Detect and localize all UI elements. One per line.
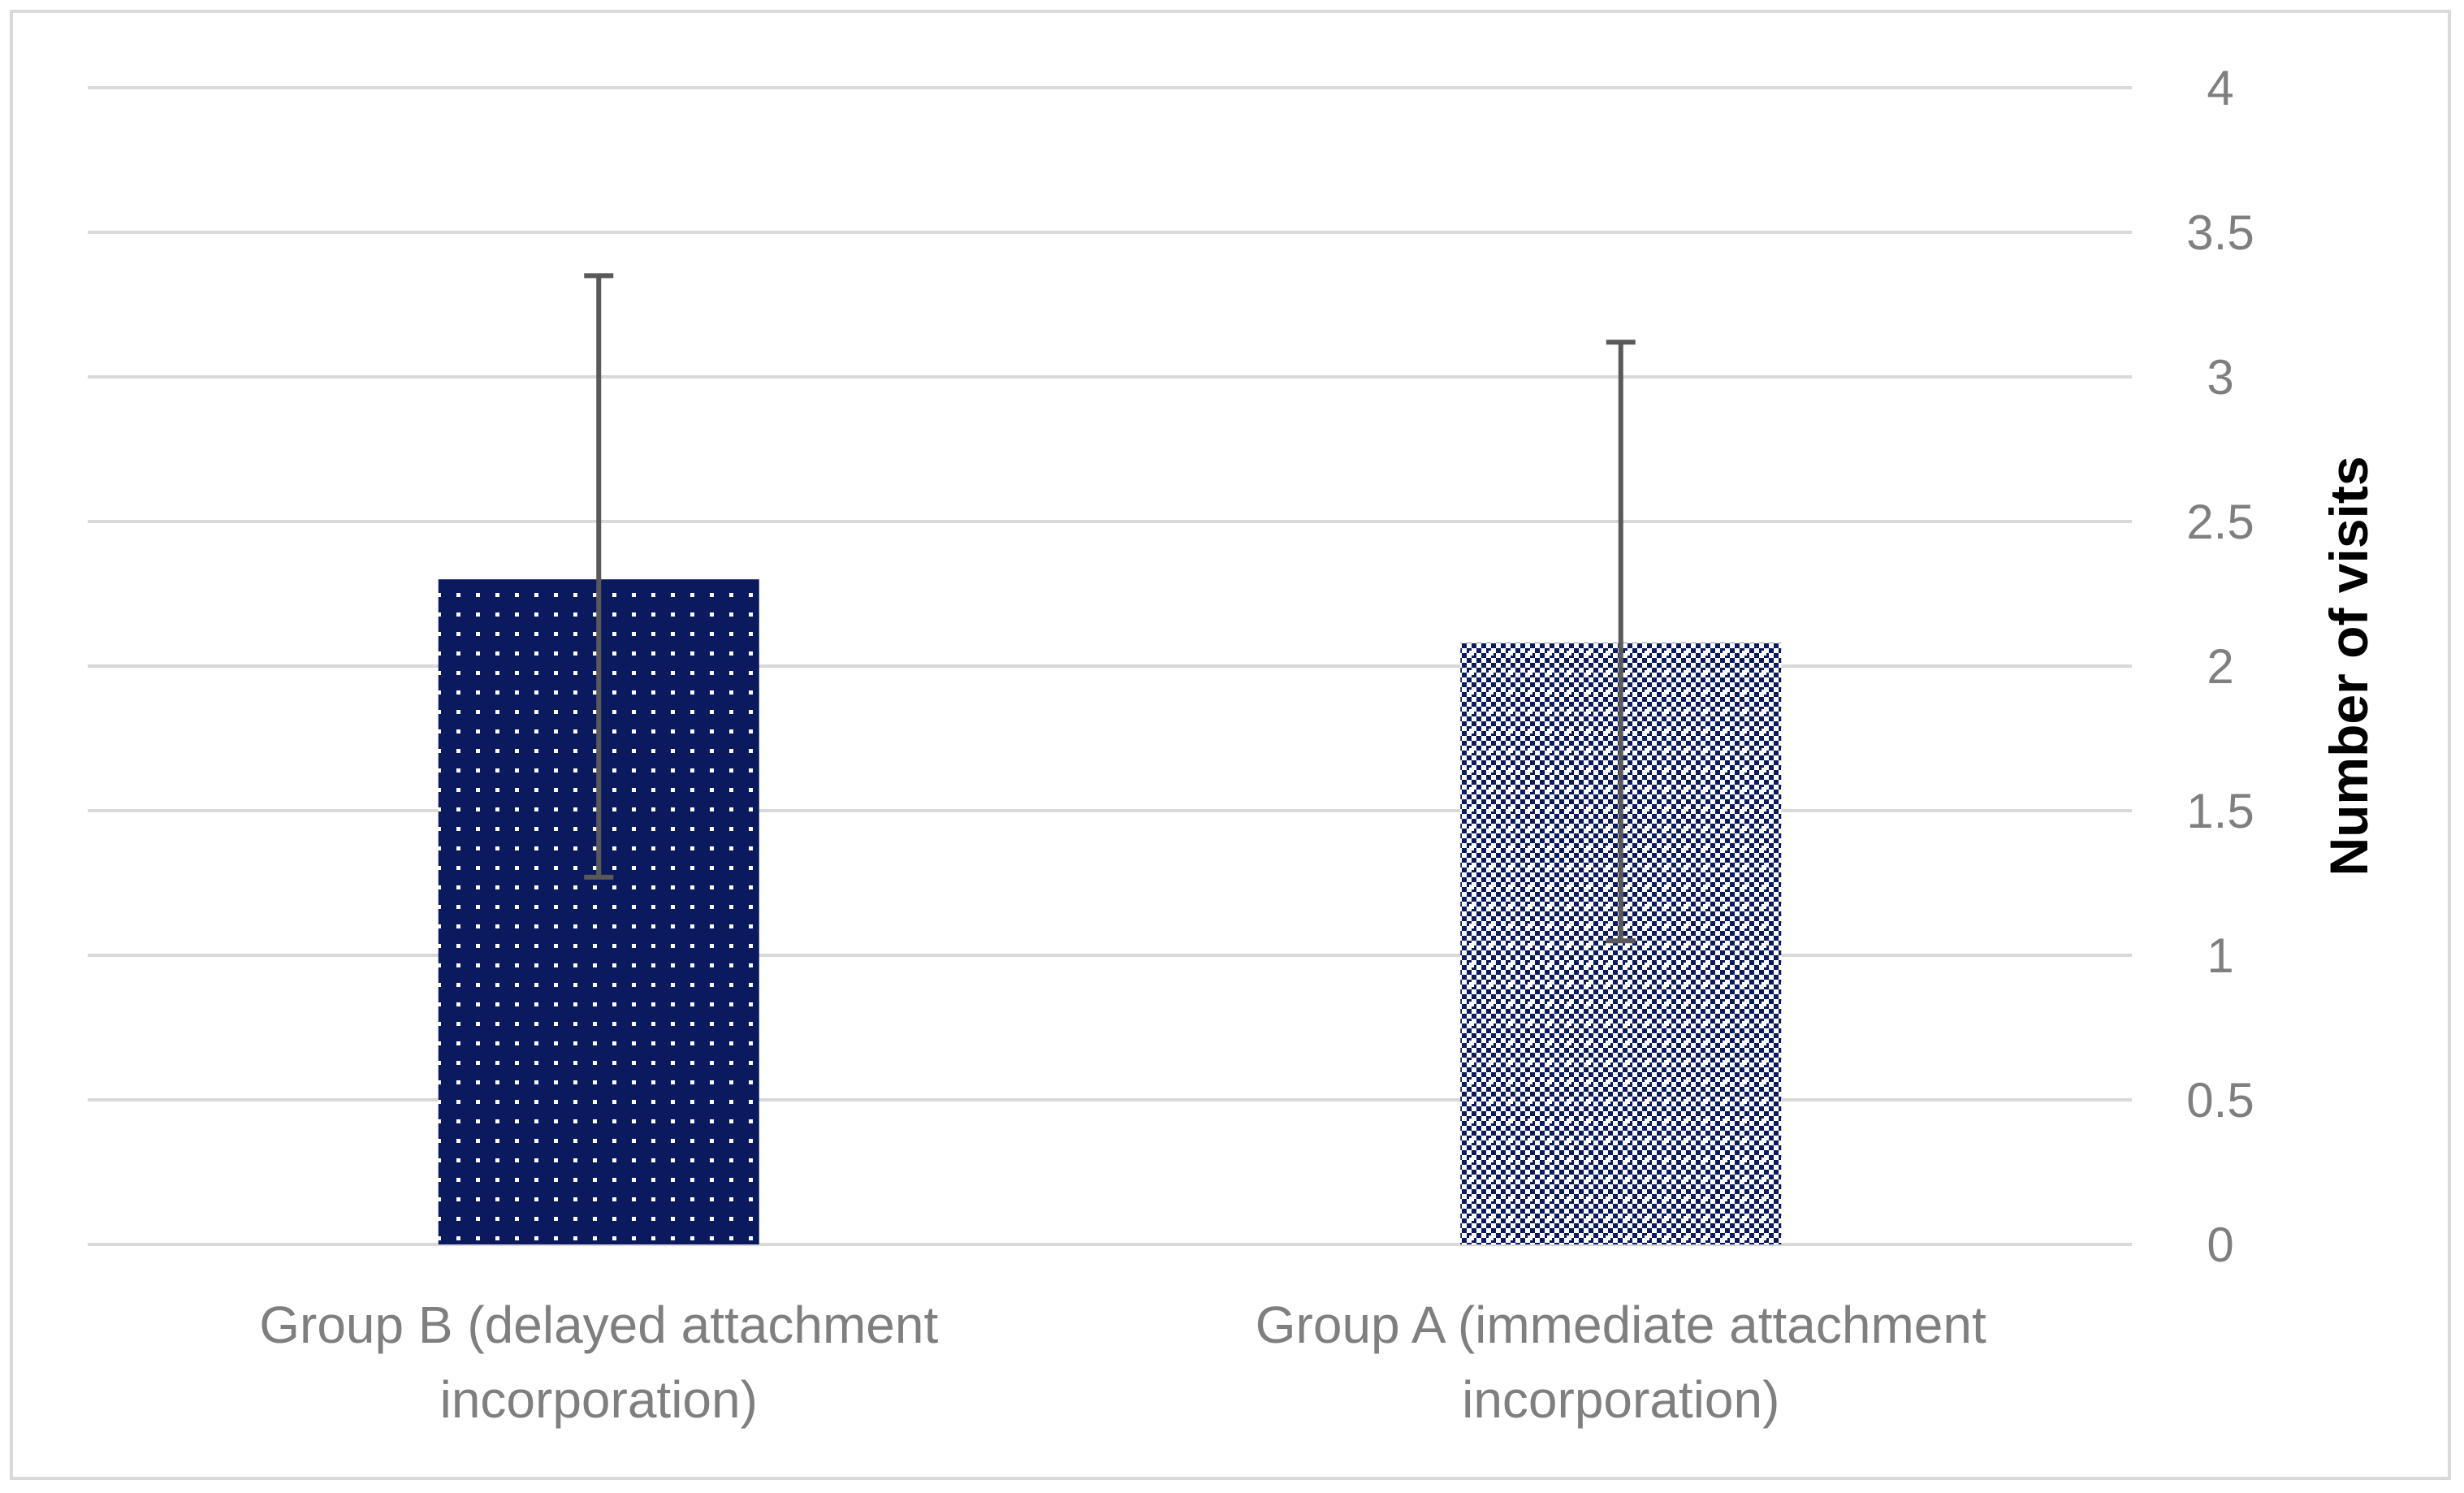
x-axis-categories: Group B (delayed attachment incorporation… <box>259 1296 1986 1429</box>
x-category-label-0-0: Group B (delayed attachment <box>259 1296 938 1354</box>
y-tick-label-7: 3.5 <box>2186 206 2254 260</box>
y-tick-label-1: 0.5 <box>2186 1073 2254 1127</box>
y-axis-ticks: 0 0.5 1 1.5 2 2.5 3 3.5 4 <box>2186 61 2254 1272</box>
bars <box>438 579 1782 1244</box>
chart-frame <box>10 10 2451 1480</box>
x-category-label-0-1: incorporation) <box>440 1370 758 1429</box>
error-bar-0 <box>584 273 614 880</box>
error-bar-1 <box>1606 340 1636 944</box>
x-category-label-1-1: incorporation) <box>1462 1370 1779 1429</box>
y-tick-label-3: 1.5 <box>2186 784 2254 838</box>
y-axis-title: Number of visits <box>2319 456 2379 876</box>
error-bars <box>584 273 1636 944</box>
y-tick-label-6: 3 <box>2207 350 2233 405</box>
gridlines <box>88 86 2132 1246</box>
y-tick-label-5: 2.5 <box>2186 495 2254 549</box>
y-tick-label-0: 0 <box>2207 1218 2233 1272</box>
y-tick-label-8: 4 <box>2207 61 2233 115</box>
y-tick-label-2: 1 <box>2207 928 2233 983</box>
y-tick-label-4: 2 <box>2207 639 2233 694</box>
x-category-label-1-0: Group A (immediate attachment <box>1256 1296 1986 1354</box>
